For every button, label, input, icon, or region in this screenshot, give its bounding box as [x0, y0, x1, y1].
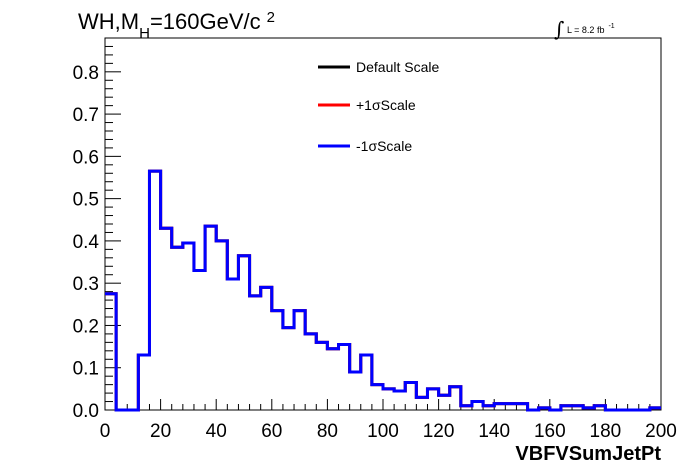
x-axis-label: VBFVSumJetPt	[515, 443, 661, 465]
series-line-1	[105, 169, 661, 412]
y-tick-label: 0.4	[73, 232, 100, 253]
y-tick-label: 0.5	[73, 190, 99, 211]
y-tick-label: 0.7	[73, 105, 99, 126]
x-tick-label: 140	[478, 421, 510, 442]
x-tick-label: 120	[423, 421, 455, 442]
series-line-2	[105, 169, 661, 412]
y-tick-label: 0.0	[73, 401, 99, 422]
title-subscript: H	[139, 25, 150, 42]
luminosity-integral: ∫	[554, 17, 564, 41]
series-lines	[105, 169, 661, 412]
x-tick-label: 80	[317, 421, 338, 442]
title-rest: =160GeV/c	[150, 9, 261, 34]
legend: Default Scale +1σScale -1σScale	[318, 59, 439, 154]
chart-title: WH,MH=160GeV/c 2	[78, 9, 275, 42]
luminosity-superscript: -1	[608, 23, 614, 30]
y-tick-label: 0.8	[73, 63, 99, 84]
legend-label: Default Scale	[356, 59, 439, 75]
x-tick-label: 200	[645, 421, 677, 442]
x-tick-label: 160	[534, 421, 566, 442]
x-tick-label: 0	[100, 421, 111, 442]
title-main: WH,M	[78, 9, 139, 34]
x-tick-label: 60	[261, 421, 282, 442]
x-tick-label: 180	[590, 421, 622, 442]
y-axis-ticks: 0.0 0.1 0.2 0.3 0.4 0.5 0.6 0.7 0.8	[73, 37, 121, 422]
x-tick-label: 100	[367, 421, 399, 442]
y-tick-label: 0.1	[73, 359, 99, 380]
plot-frame	[104, 37, 662, 411]
y-tick-label: 0.6	[73, 147, 99, 168]
luminosity-label: L = 8.2 fb -1	[567, 23, 615, 35]
series-line-0	[105, 169, 661, 412]
x-axis-ticks: 0 20 40 60 80 100 120 140 160 180 200	[100, 399, 677, 442]
x-tick-label: 40	[206, 421, 227, 442]
legend-label: -1σScale	[356, 138, 412, 154]
luminosity-text: L = 8.2 fb	[567, 25, 604, 35]
y-tick-label: 0.3	[73, 274, 99, 295]
title-superscript: 2	[267, 9, 275, 26]
y-tick-label: 0.2	[73, 316, 99, 337]
x-tick-label: 20	[150, 421, 171, 442]
legend-label: +1σScale	[356, 97, 416, 113]
